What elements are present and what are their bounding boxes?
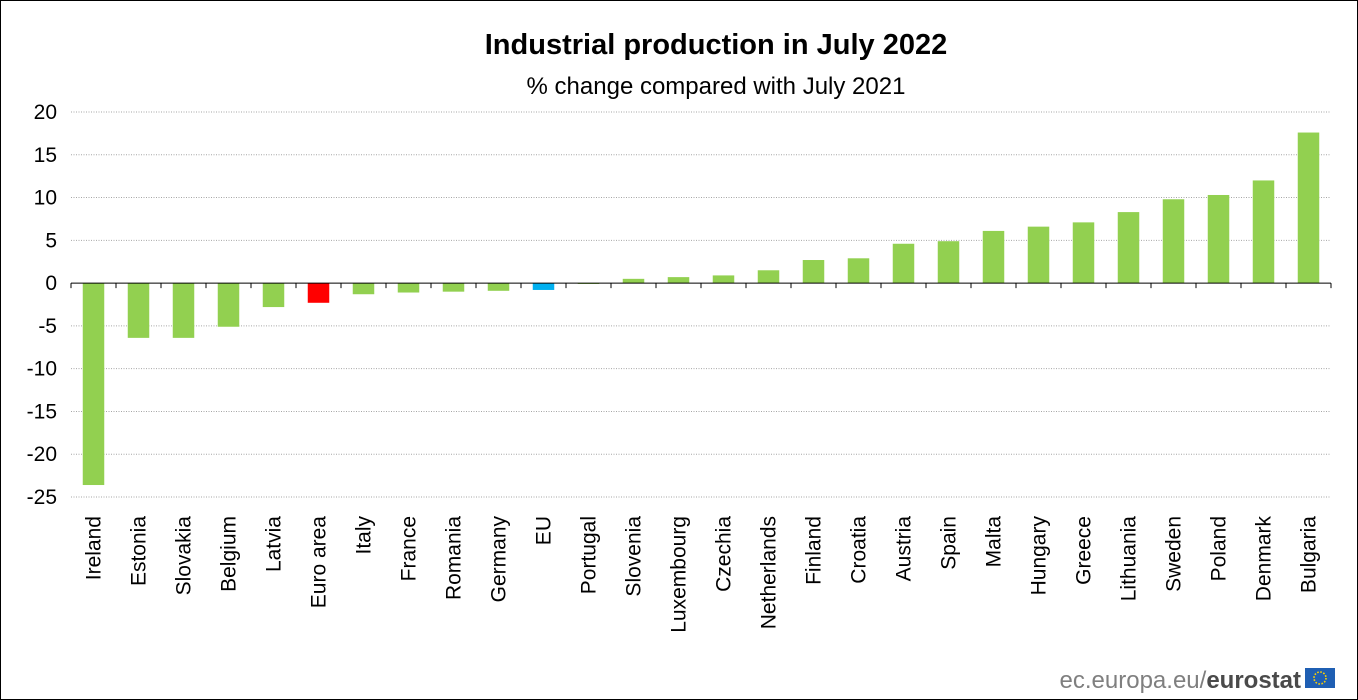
bar: [487, 283, 510, 291]
bar: [217, 283, 240, 327]
source-url: ec.europa.eu/: [1059, 667, 1207, 694]
bar: [892, 243, 915, 284]
category-label: Germany: [488, 516, 511, 603]
bar: [352, 283, 375, 295]
category-label: Hungary: [1028, 516, 1051, 596]
category-label: EU: [533, 516, 556, 545]
category-label: Greece: [1073, 516, 1096, 585]
bar: [1207, 194, 1230, 284]
bar: [667, 277, 690, 284]
category-label: Malta: [983, 516, 1006, 568]
category-label: Estonia: [128, 516, 151, 586]
y-tick-label: -10: [27, 358, 57, 381]
bar: [1072, 222, 1095, 284]
y-tick-label: 20: [34, 101, 57, 124]
y-tick-label: 15: [34, 144, 57, 167]
category-label: Spain: [938, 516, 961, 570]
bar: [307, 283, 330, 303]
eu-flag-icon: [1305, 667, 1335, 695]
bar: [982, 230, 1005, 284]
bar: [712, 275, 735, 284]
chart-subtitle: % change compared with July 2021: [526, 73, 906, 100]
category-label: Luxembourg: [668, 516, 691, 633]
bar: [532, 283, 555, 290]
chart-title: Industrial production in July 2022: [484, 29, 948, 61]
y-tick-label: 5: [45, 229, 57, 252]
category-label: Czechia: [713, 516, 736, 592]
category-label: France: [398, 516, 421, 581]
category-label: Lithuania: [1118, 516, 1141, 602]
category-label: Slovakia: [173, 516, 196, 596]
category-label: Finland: [803, 516, 826, 585]
y-tick-label: -25: [27, 486, 57, 509]
category-label: Sweden: [1163, 516, 1186, 592]
category-label: Latvia: [263, 516, 286, 572]
category-label: Croatia: [848, 516, 871, 584]
bar: [1117, 212, 1140, 284]
source-brand: eurostat: [1206, 667, 1301, 694]
category-label: Belgium: [218, 516, 241, 592]
category-label: Portugal: [578, 516, 601, 594]
bar: [1252, 180, 1275, 284]
category-label: Euro area: [308, 516, 331, 609]
y-tick-label: 10: [34, 187, 57, 210]
category-label: Netherlands: [758, 516, 781, 629]
bar: [802, 260, 825, 284]
category-label: Ireland: [83, 516, 106, 580]
bar: [82, 283, 105, 486]
y-tick-label: -15: [27, 400, 57, 423]
bar: [442, 283, 465, 292]
bar: [172, 283, 195, 338]
bar: [1297, 132, 1320, 284]
category-label: Austria: [893, 516, 916, 582]
bar: [397, 283, 420, 293]
bar: [622, 278, 645, 284]
y-tick-label: -5: [38, 315, 57, 338]
category-label: Romania: [443, 516, 466, 600]
source-credit: ec.europa.eu/eurostat: [1060, 667, 1335, 695]
bar: [757, 270, 780, 284]
category-label: Poland: [1208, 516, 1231, 581]
bar: [1162, 199, 1185, 284]
bar: [262, 283, 285, 308]
bar: [1027, 226, 1050, 284]
bar: [847, 258, 870, 284]
category-label: Denmark: [1253, 516, 1276, 602]
y-tick-label: 0: [45, 272, 57, 295]
category-label: Bulgaria: [1298, 516, 1321, 593]
category-label: Slovenia: [623, 516, 646, 597]
category-label: Italy: [353, 516, 376, 555]
bar: [937, 241, 960, 284]
y-tick-label: -20: [27, 443, 57, 466]
bar: [127, 283, 150, 338]
